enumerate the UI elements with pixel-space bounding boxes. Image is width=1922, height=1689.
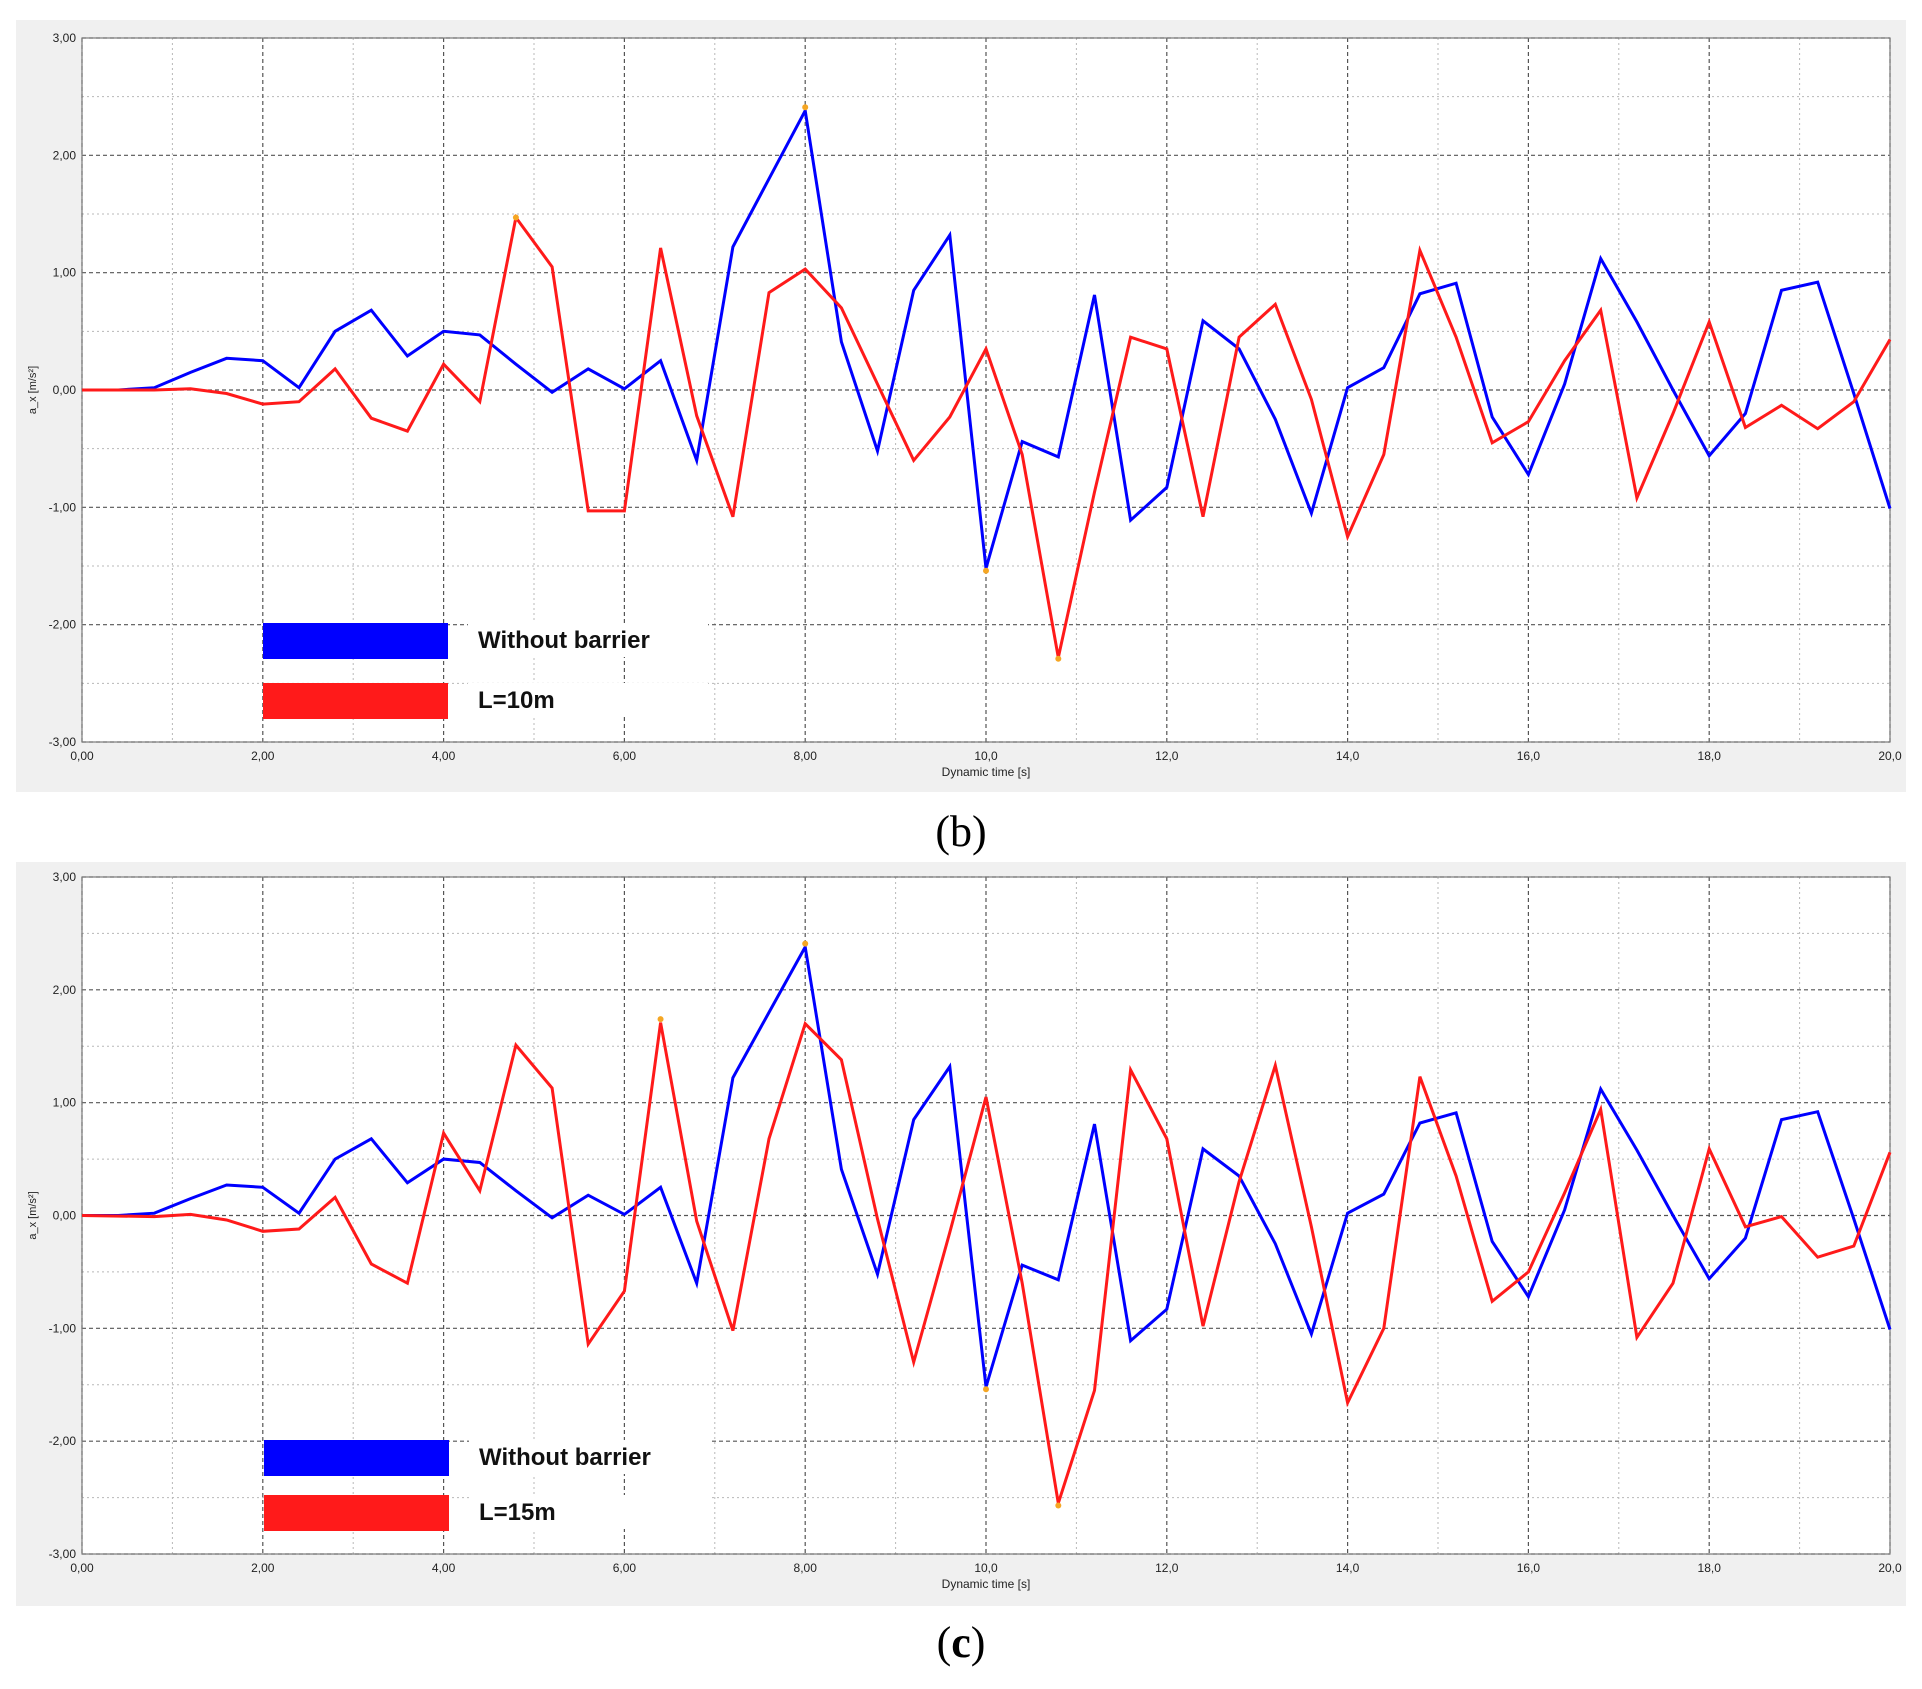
x-tick-label: 10,0 (974, 749, 998, 763)
chart-panel-c: 0,00 2,00 4,00 6,00 8,00 10,0 12,0 14,0 16,0 18,0… (16, 862, 1906, 1606)
x-tick-label: 20,0 (1878, 749, 1902, 763)
x-tick-label: 14,0 (1336, 749, 1360, 763)
legend-swatch (264, 1440, 449, 1476)
x-tick-label: 2,00 (251, 749, 275, 763)
x-tick-label: 4,00 (432, 749, 456, 763)
figure-caption-b: (b) (0, 806, 1922, 857)
y-tick-label: 1,00 (53, 1096, 77, 1110)
legend-swatch (263, 623, 448, 659)
legend-label: L=10m (478, 687, 555, 714)
legend-label: Without barrier (478, 627, 650, 654)
legend-label: L=15m (479, 1499, 556, 1526)
x-axis-label: Dynamic time [s] (942, 1577, 1031, 1591)
x-tick-label: 12,0 (1155, 749, 1179, 763)
caption-b-open: ( (935, 807, 950, 856)
legend-swatch (264, 1495, 449, 1531)
caption-c-open: ( (936, 1618, 952, 1667)
x-tick-label: 20,0 (1878, 1561, 1902, 1575)
peak-marker (657, 1016, 664, 1023)
x-tick-label: 16,0 (1517, 749, 1541, 763)
chart-panel-b: 0,00 2,00 4,00 6,00 8,00 10,0 12,0 14,0 16,0 18,0… (16, 20, 1906, 792)
y-tick-label: -3,00 (49, 735, 77, 749)
x-tick-label: 10,0 (974, 1561, 998, 1575)
legend-label-box (468, 623, 708, 657)
y-tick-label: 2,00 (53, 148, 77, 162)
legend-label-box (469, 1440, 709, 1474)
x-tick-label: 18,0 (1698, 749, 1722, 763)
legend-label-box (468, 683, 708, 717)
x-tick-label: 6,00 (613, 749, 637, 763)
line-chart-b: 0,00 2,00 4,00 6,00 8,00 10,0 12,0 14,0 16,0 18,0… (27, 31, 1902, 779)
y-tick-label: 0,00 (53, 1209, 77, 1223)
y-tick-label: -1,00 (49, 1321, 77, 1335)
peak-marker (983, 1386, 989, 1393)
peak-marker (802, 940, 809, 947)
x-tick-label: 2,00 (251, 1561, 275, 1575)
y-tick-label: 0,00 (53, 383, 77, 397)
peak-marker (1055, 1502, 1062, 1509)
y-tick-label: 1,00 (53, 266, 77, 280)
x-tick-label: 6,00 (613, 1561, 637, 1575)
x-tick-label: 18,0 (1698, 1561, 1722, 1575)
line-chart-c: 0,00 2,00 4,00 6,00 8,00 10,0 12,0 14,0 16,0 18,0… (27, 870, 1902, 1591)
figure-caption-c: (c) (0, 1617, 1922, 1668)
caption-c-close: ) (970, 1618, 986, 1667)
y-tick-label: 2,00 (53, 983, 77, 997)
x-tick-label: 8,00 (794, 1561, 818, 1575)
x-axis-label: Dynamic time [s] (942, 765, 1031, 779)
legend-label-box (469, 1495, 709, 1529)
peak-marker (512, 214, 519, 221)
legend-swatch (263, 683, 448, 719)
series-line-with-barrier (81, 1020, 1892, 1504)
x-tick-label: 4,00 (432, 1561, 456, 1575)
caption-b-close: ) (972, 807, 987, 856)
y-tick-label: 3,00 (53, 31, 77, 45)
x-tick-label: 8,00 (794, 749, 818, 763)
peak-marker (1055, 655, 1062, 662)
peak-marker (983, 567, 989, 574)
peak-marker (802, 104, 809, 111)
x-tick-label: 16,0 (1517, 1561, 1541, 1575)
y-tick-label: 3,00 (53, 870, 77, 884)
x-tick-label: 0,00 (70, 1561, 94, 1575)
caption-c-letter: c (951, 1618, 971, 1667)
x-tick-label: 14,0 (1336, 1561, 1360, 1575)
y-tick-label: -1,00 (49, 500, 77, 514)
x-tick-label: 0,00 (70, 749, 94, 763)
y-tick-label: -2,00 (49, 618, 77, 632)
caption-b-letter: b (950, 807, 972, 856)
x-tick-label: 12,0 (1155, 1561, 1179, 1575)
y-tick-label: -2,00 (49, 1434, 77, 1448)
legend-label: Without barrier (479, 1444, 651, 1471)
y-tick-label: -3,00 (49, 1547, 77, 1561)
series-line-with-barrier (82, 213, 1892, 658)
y-axis-label: a_x [m/s²] (27, 366, 39, 414)
y-axis-label: a_x [m/s²] (27, 1191, 39, 1239)
